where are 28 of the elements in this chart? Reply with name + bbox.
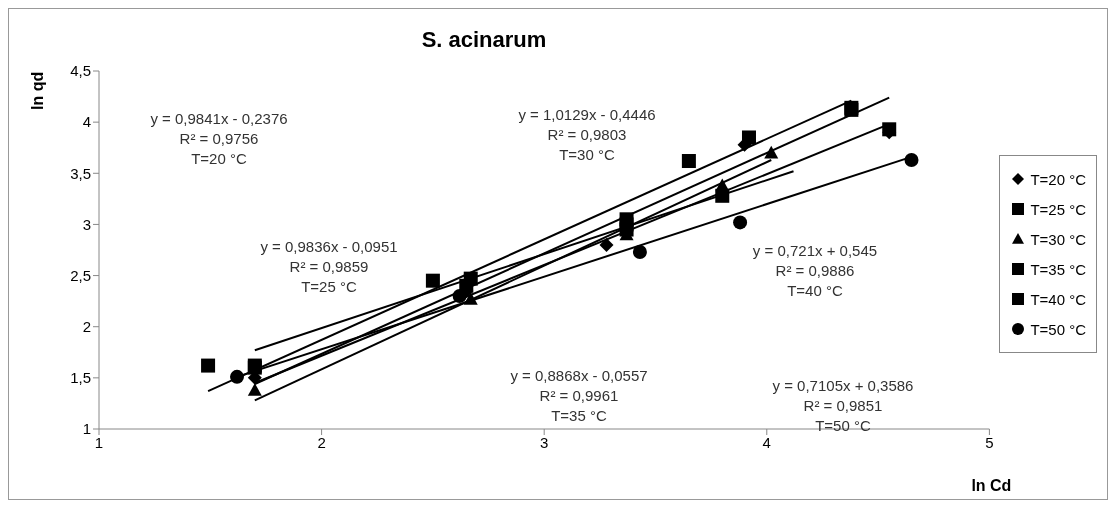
- y-tick-label: 3: [82, 215, 91, 233]
- x-tick-label: 1: [94, 433, 104, 451]
- y-tick-label: 4: [82, 113, 91, 131]
- x-tick-label: 2: [317, 433, 326, 451]
- y-axis-title: ln qd: [28, 71, 46, 110]
- x-axis-title: ln Cd: [971, 477, 1012, 494]
- x-tick-label: 4: [762, 433, 771, 451]
- legend-label: T=35 °C: [1030, 260, 1086, 278]
- x-tick-label: 3: [540, 433, 549, 451]
- chart-title: S. acinarum: [420, 27, 548, 53]
- y-tick-label: 2,5: [70, 266, 91, 284]
- y-tick-label: 2: [82, 318, 91, 336]
- legend-label: T=20 °C: [1030, 170, 1086, 188]
- y-tick-label: 3,5: [70, 164, 91, 182]
- annotation: y = 1,0129x - 0,4446 R² = 0,9803 T=30 °C: [517, 105, 657, 165]
- legend-label: T=50 °C: [1030, 320, 1086, 338]
- annotation: y = 0,721x + 0,545 R² = 0,9886 T=40 °C: [751, 241, 879, 301]
- annotation: y = 0,9841x - 0,2376 R² = 0,9756 T=20 °C: [149, 109, 289, 169]
- y-tick-label: 1,5: [70, 369, 91, 387]
- y-tick-label: 1: [82, 420, 91, 438]
- legend-label: T=30 °C: [1030, 230, 1086, 248]
- annotation: y = 0,7105x + 0,3586 R² = 0,9851 T=50 °C: [772, 377, 914, 434]
- annotation: y = 0,9836x - 0,0951 R² = 0,9859 T=25 °C: [259, 237, 399, 297]
- annotation: y = 0,8868x - 0,0557 R² = 0,9961 T=35 °C: [509, 366, 649, 426]
- y-tick-label: 4,5: [70, 62, 91, 80]
- legend-label: T=40 °C: [1030, 290, 1086, 308]
- x-tick-label: 5: [985, 433, 994, 451]
- legend-label: T=25 °C: [1030, 200, 1086, 218]
